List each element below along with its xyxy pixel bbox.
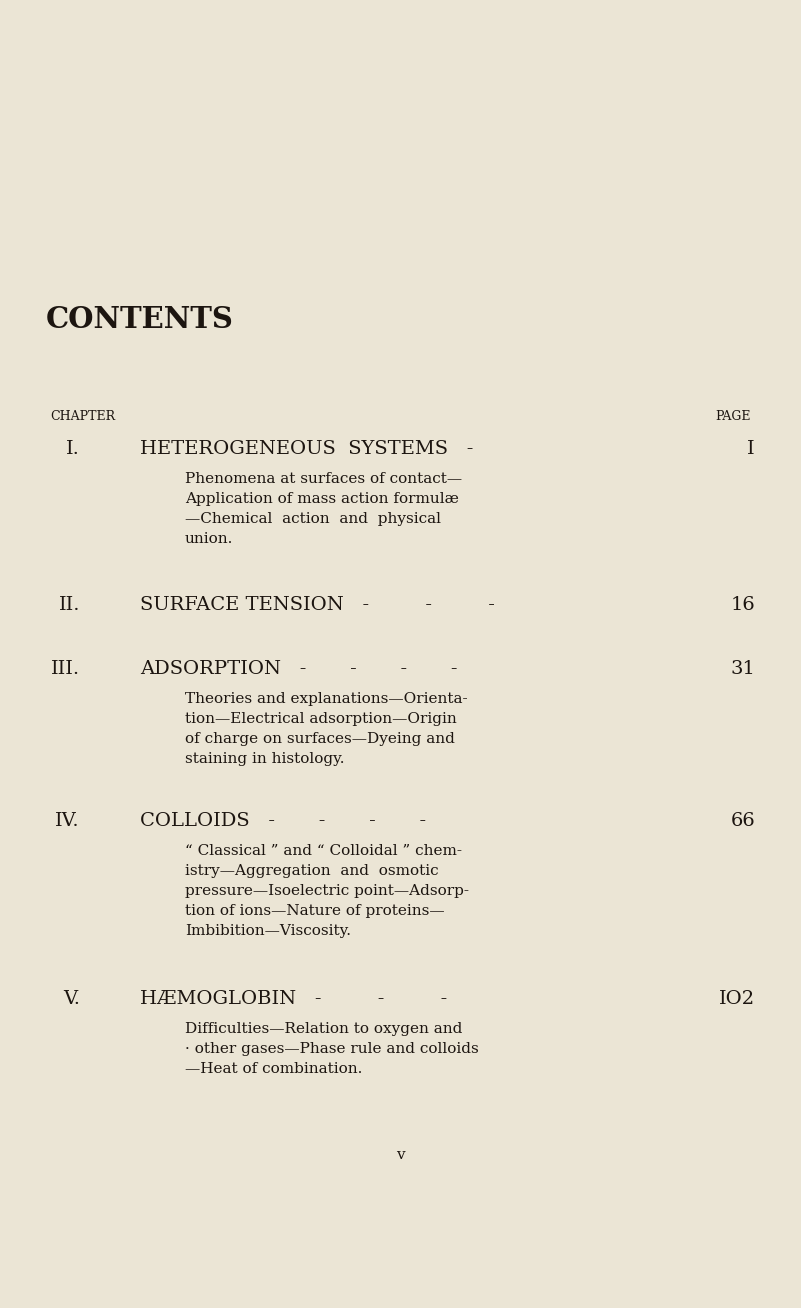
- Text: Phenomena at surfaces of contact—: Phenomena at surfaces of contact—: [185, 472, 462, 487]
- Text: tion of ions—Nature of proteins—: tion of ions—Nature of proteins—: [185, 904, 445, 918]
- Text: Imbibition—Viscosity.: Imbibition—Viscosity.: [185, 923, 351, 938]
- Text: CHAPTER: CHAPTER: [50, 409, 115, 422]
- Text: · other gases—Phase rule and colloids: · other gases—Phase rule and colloids: [185, 1042, 479, 1056]
- Text: Difficulties—Relation to oxygen and: Difficulties—Relation to oxygen and: [185, 1022, 462, 1036]
- Text: Application of mass action formulæ: Application of mass action formulæ: [185, 492, 459, 506]
- Text: II.: II.: [58, 596, 80, 613]
- Text: IO2: IO2: [718, 990, 755, 1008]
- Text: —Chemical  action  and  physical: —Chemical action and physical: [185, 511, 441, 526]
- Text: 16: 16: [731, 596, 755, 613]
- Text: III.: III.: [51, 661, 80, 678]
- Text: v: v: [396, 1148, 405, 1162]
- Text: PAGE: PAGE: [715, 409, 751, 422]
- Text: “ Classical ” and “ Colloidal ” chem-: “ Classical ” and “ Colloidal ” chem-: [185, 844, 462, 858]
- Text: I: I: [747, 439, 755, 458]
- Text: HETEROGENEOUS  SYSTEMS   -: HETEROGENEOUS SYSTEMS -: [140, 439, 473, 458]
- Text: IV.: IV.: [55, 812, 80, 831]
- Text: staining in histology.: staining in histology.: [185, 752, 344, 766]
- Text: SURFACE TENSION   -         -         -: SURFACE TENSION - - -: [140, 596, 495, 613]
- Text: Theories and explanations—Orienta-: Theories and explanations—Orienta-: [185, 692, 468, 706]
- Text: I.: I.: [66, 439, 80, 458]
- Text: union.: union.: [185, 532, 233, 545]
- Text: COLLOIDS   -       -       -       -: COLLOIDS - - - -: [140, 812, 426, 831]
- Text: —Heat of combination.: —Heat of combination.: [185, 1062, 362, 1076]
- Text: V.: V.: [63, 990, 80, 1008]
- Text: CONTENTS: CONTENTS: [46, 305, 234, 334]
- Text: ADSORPTION   -       -       -       -: ADSORPTION - - - -: [140, 661, 457, 678]
- Text: HÆMOGLOBIN   -         -         -: HÆMOGLOBIN - - -: [140, 990, 447, 1008]
- Text: pressure—Isoelectric point—Adsorp-: pressure—Isoelectric point—Adsorp-: [185, 884, 469, 899]
- Text: 31: 31: [731, 661, 755, 678]
- Text: of charge on surfaces—Dyeing and: of charge on surfaces—Dyeing and: [185, 732, 455, 746]
- Text: istry—Aggregation  and  osmotic: istry—Aggregation and osmotic: [185, 865, 439, 878]
- Text: tion—Electrical adsorption—Origin: tion—Electrical adsorption—Origin: [185, 712, 457, 726]
- Text: 66: 66: [731, 812, 755, 831]
